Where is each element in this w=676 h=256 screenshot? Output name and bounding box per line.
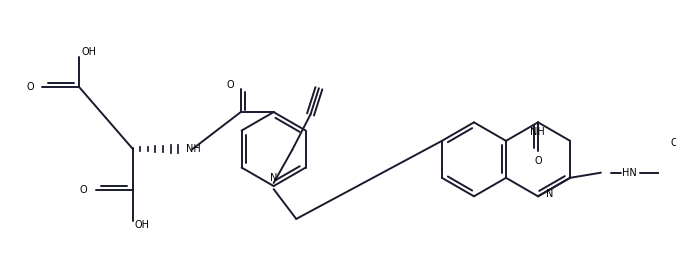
- Text: O: O: [534, 156, 542, 166]
- Text: N: N: [546, 189, 554, 199]
- Text: HN: HN: [623, 168, 637, 178]
- Text: NH: NH: [187, 144, 201, 154]
- Text: O: O: [670, 138, 676, 148]
- Text: N: N: [270, 173, 277, 183]
- Text: OH: OH: [135, 220, 150, 230]
- Text: O: O: [226, 80, 235, 90]
- Text: O: O: [26, 82, 34, 92]
- Text: OH: OH: [82, 48, 97, 58]
- Text: NH: NH: [530, 127, 545, 137]
- Text: O: O: [80, 185, 87, 195]
